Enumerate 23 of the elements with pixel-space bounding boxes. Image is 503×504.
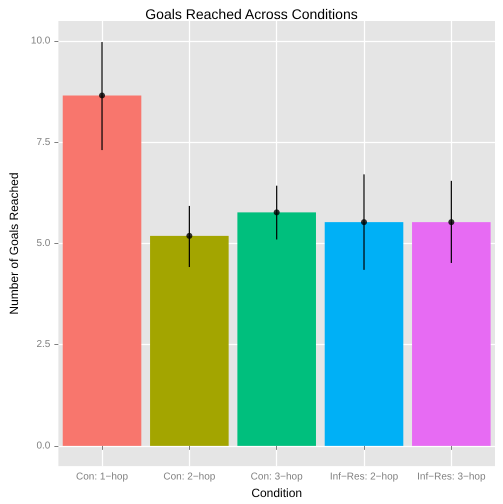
y-tick-label: 5.0: [36, 238, 51, 250]
bar: [150, 236, 229, 446]
x-tick-label: Con: 3−hop: [250, 472, 304, 483]
point: [99, 92, 106, 98]
bar: [237, 212, 316, 446]
x-tick-label: Inf−Res: 2−hop: [330, 472, 399, 483]
bar: [62, 95, 142, 446]
y-tick-label: 10.0: [30, 36, 51, 47]
y-axis-title: Number of Goals Reached: [7, 172, 21, 315]
y-tick-label: 2.5: [36, 339, 51, 350]
y-tick-label: 0.0: [36, 440, 51, 452]
chart-title: Goals Reached Across Conditions: [145, 6, 358, 22]
bar: [324, 222, 404, 446]
x-tick-label: Con: 2−hop: [163, 472, 216, 483]
point: [186, 232, 192, 239]
bar: [412, 222, 491, 446]
x-tick-label: Inf−Res: 3−hop: [417, 472, 486, 483]
x-tick-label: Con: 1−hop: [76, 472, 128, 483]
point: [274, 209, 280, 216]
point: [448, 219, 454, 226]
y-tick-label: 7.5: [36, 136, 51, 148]
x-axis-title: Condition: [251, 486, 302, 500]
point: [361, 219, 368, 226]
